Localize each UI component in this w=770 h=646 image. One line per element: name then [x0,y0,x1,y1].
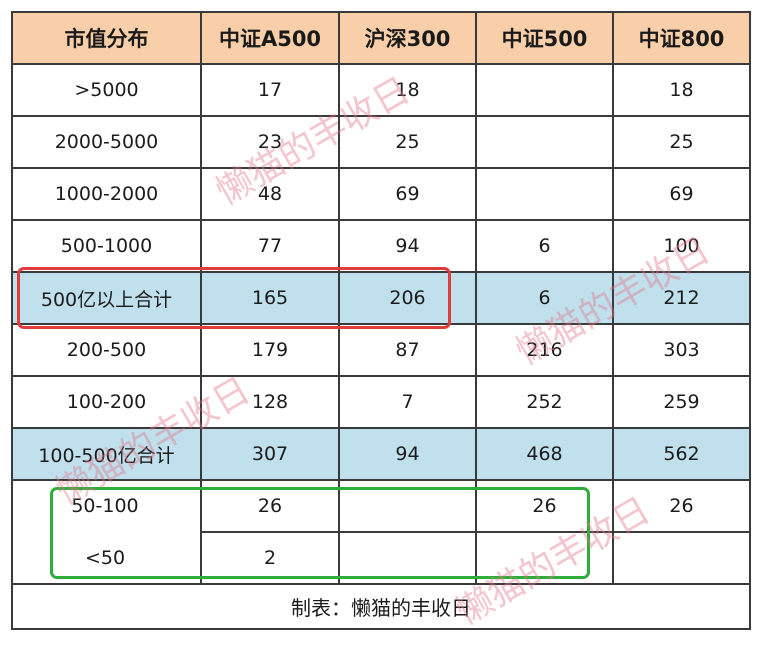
header-csi-a500: 中证A500 [218,26,322,51]
cell-csi-a500: 307 [251,443,289,465]
cell-csi-800: 303 [663,339,700,361]
cell-csi-800: 259 [663,391,700,413]
cell-csi-300: 69 [395,183,420,205]
cell-csi-a500: 165 [251,287,289,309]
row-label: 2000-5000 [54,131,159,153]
row-label: 1000-2000 [54,183,159,205]
cell-csi-500: 252 [526,391,563,413]
cell-csi-300: 94 [395,443,420,465]
table-caption: 制表：懒猫的丰收日 [291,595,471,620]
cell-csi-800: 69 [669,183,694,205]
grid-line [12,479,751,481]
row-label: 100-200 [66,391,147,413]
cell-csi-800: 26 [669,495,694,517]
cell-csi-800: 562 [663,443,700,465]
grid-line [12,271,751,273]
grid-line [612,11,614,584]
cell-csi-a500: 26 [257,495,283,517]
header-csi-300: 沪深300 [364,26,451,51]
cell-csi-800: 25 [669,131,694,153]
grid-line [475,11,477,584]
grid-line [12,375,751,377]
grid-line [11,11,13,630]
cell-csi-800: 18 [669,79,694,101]
cell-csi-300: 18 [395,79,420,101]
grid-line [12,323,751,325]
grid-line [338,11,340,584]
cell-csi-500 [476,116,613,168]
cell-csi-a500: 77 [257,235,283,257]
grid-line [12,427,751,429]
grid-line [12,583,751,585]
grid-line [12,167,751,169]
cell-csi-500 [476,168,613,220]
row-label: <50 [84,547,126,569]
header-csi-800: 中证800 [638,26,725,51]
cell-csi-500: 6 [538,287,551,309]
cell-csi-800: 100 [663,235,700,257]
cell-csi-a500: 179 [251,339,289,361]
grid-line [200,11,202,584]
cell-csi-500: 6 [538,235,551,257]
cell-csi-300: 94 [395,235,420,257]
cell-csi-300: 25 [395,131,420,153]
cell-csi-500: 468 [526,443,563,465]
row-label: 100-500亿合计 [38,444,175,467]
cell-csi-a500: 17 [257,79,283,101]
grid-line [12,11,751,13]
cell-csi-300: 206 [389,287,426,309]
grid-line [12,628,751,630]
highlight-row-100-500 [12,428,750,480]
cell-csi-a500: 2 [263,547,277,569]
row-label: 500-1000 [60,235,153,257]
cell-csi-800 [613,532,750,584]
red-highlight-box [17,267,451,329]
row-label: 50-100 [71,495,139,517]
cell-csi-500 [476,64,613,116]
grid-line [749,11,751,630]
cell-csi-300: 7 [401,391,414,413]
header-csi-500: 中证500 [501,26,588,51]
green-highlight-box [50,487,590,579]
cell-csi-500: 216 [526,339,563,361]
cell-csi-800: 212 [663,287,700,309]
header-cap-range: 市值分布 [64,26,149,51]
cell-csi-a500: 128 [251,391,289,413]
row-label: 500亿以上合计 [40,288,173,311]
cell-csi-a500: 23 [257,131,283,153]
highlight-row-500-plus [12,272,750,324]
header-background [12,12,750,63]
cell-csi-500: 26 [532,495,557,517]
row-label: >5000 [74,79,139,101]
cell-csi-a500: 48 [257,183,283,205]
grid-line [12,219,751,221]
row-label: 200-500 [66,339,147,361]
grid-line [12,63,751,65]
cell-csi-300: 87 [395,339,420,361]
grid-line [12,115,751,117]
